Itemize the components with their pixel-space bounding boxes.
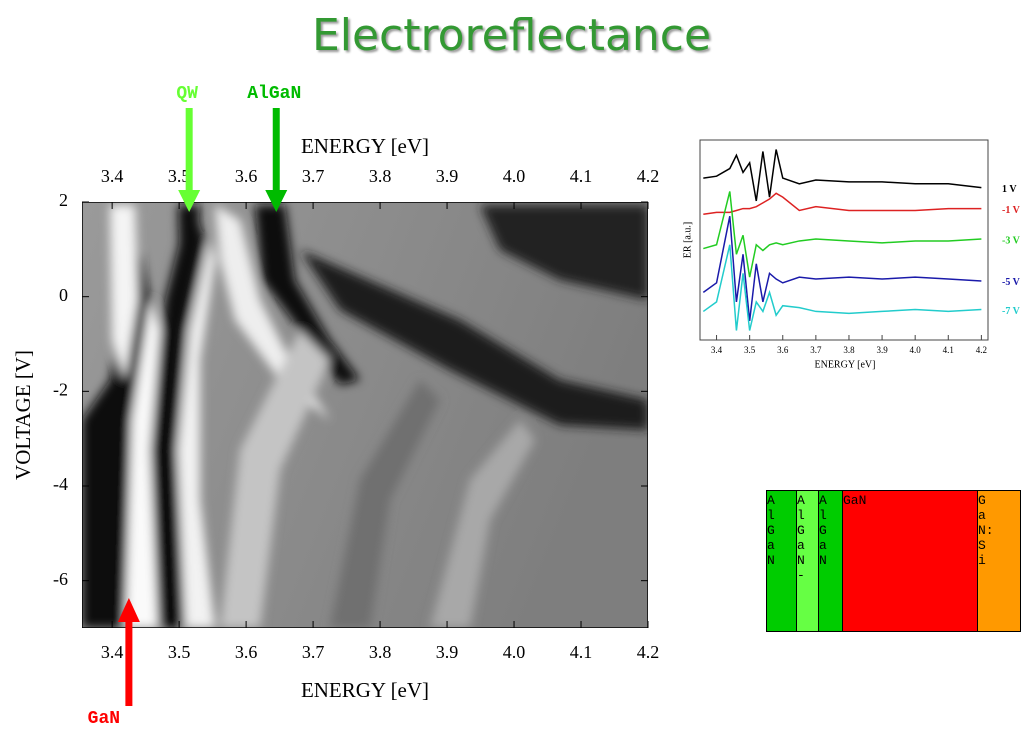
annotation-label: AlGaN [247, 84, 301, 104]
x-tick-label: 4.2 [637, 642, 660, 662]
y-axis-label: ER [a.u.] [682, 222, 693, 258]
y-tick-label: -6 [53, 569, 68, 589]
annotation-arrowhead [265, 190, 288, 212]
x-tick-label: 3.4 [101, 642, 124, 662]
inset-frame [699, 139, 989, 341]
x2-tick-label: 3.9 [436, 166, 459, 186]
x-tick-label: 3.6 [235, 642, 258, 662]
x-tick-label: 3.9 [436, 642, 459, 662]
y-tick-label: -2 [53, 379, 68, 399]
x-axis-label: ENERGY [eV] [301, 678, 429, 702]
x-tick-label: 3.7 [302, 642, 325, 662]
series-line [702, 216, 982, 322]
layer-box: GaN:Si [977, 490, 1021, 632]
x-tick-label: 3.8 [369, 642, 392, 662]
series-line [703, 149, 982, 202]
x-tick-label: 3.5 [744, 345, 756, 355]
y-tick-label: 0 [59, 285, 68, 305]
x2-tick-label: 4.2 [637, 166, 660, 186]
heatmap-image [82, 202, 648, 628]
layer-stack: AlGaN AlGaN- AlGaN GaN GaN:Si [766, 490, 1021, 634]
x-tick-label: 4.2 [976, 345, 987, 355]
x-axis-label: ENERGY [eV] [814, 359, 875, 370]
series-label: -3 V [1002, 235, 1021, 246]
x2-tick-label: 3.8 [369, 166, 392, 186]
x-tick-label: 3.8 [843, 345, 855, 355]
x2-tick-label: 4.0 [503, 166, 526, 186]
x2-axis-label: ENERGY [eV] [301, 134, 429, 158]
series-label: -5 V [1002, 277, 1021, 288]
layer-box: AlGaN [818, 490, 843, 632]
series-label: -1 V [1002, 205, 1021, 216]
x-tick-label: 4.1 [943, 345, 954, 355]
x-tick-label: 4.0 [503, 642, 526, 662]
x-tick-label: 4.1 [570, 642, 593, 662]
x-tick-label: 3.4 [711, 345, 723, 355]
series-line [703, 191, 982, 278]
annotation-label: QW [176, 84, 198, 104]
x-tick-label: 3.9 [876, 345, 888, 355]
x-tick-label: 3.6 [777, 345, 789, 355]
layer-box: AlGaN- [796, 490, 819, 632]
x-tick-label: 3.7 [810, 345, 822, 355]
x-tick-label: 4.0 [910, 345, 922, 355]
slide-title: Electroreflectance [311, 10, 712, 61]
y-tick-label: 2 [59, 190, 68, 210]
annotation-label: GaN [88, 709, 120, 729]
x2-tick-label: 3.6 [235, 166, 258, 186]
x-tick-label: 3.5 [168, 642, 191, 662]
annotation-arrowhead [178, 190, 201, 212]
x2-tick-label: 3.7 [302, 166, 325, 186]
layer-box: GaN [842, 490, 978, 632]
y-axis-label: VOLTAGE [V] [11, 350, 35, 480]
x2-tick-label: 4.1 [570, 166, 593, 186]
x2-tick-label: 3.4 [101, 166, 124, 186]
y-tick-label: -4 [53, 474, 68, 494]
series-label: 1 V [1002, 184, 1017, 195]
layer-box: AlGaN [766, 490, 797, 632]
annotation-arrowhead [117, 598, 140, 622]
series-line [702, 244, 982, 331]
series-line [703, 192, 982, 216]
x2-tick-label: 3.5 [168, 166, 191, 186]
series-label: -7 V [1002, 306, 1021, 317]
